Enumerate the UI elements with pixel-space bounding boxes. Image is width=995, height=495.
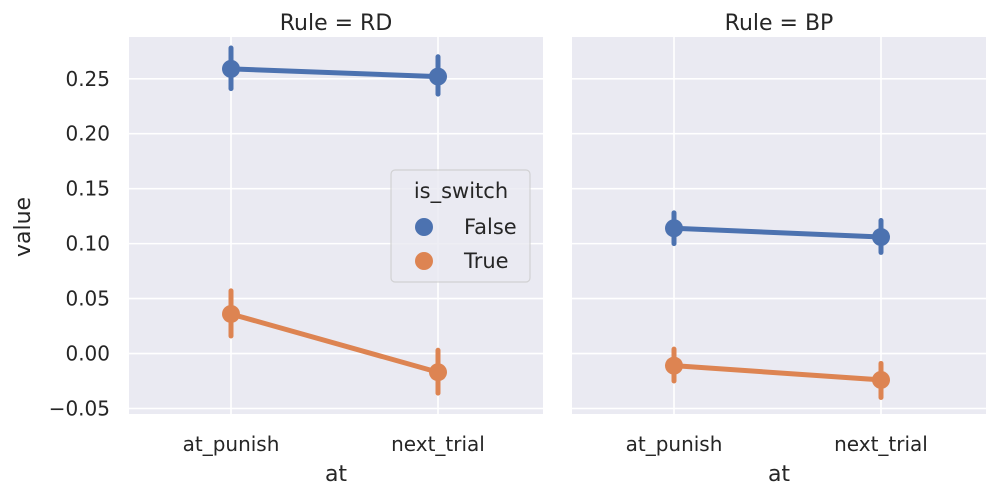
data-point-false — [222, 59, 240, 78]
y-axis-label: value — [11, 197, 36, 257]
data-point-true — [222, 304, 240, 323]
data-point-false — [429, 67, 447, 86]
legend-marker-false — [415, 218, 433, 236]
data-point-false — [665, 219, 683, 238]
legend: is_switch False True — [390, 169, 531, 283]
y-tick-label: 0.05 — [65, 287, 110, 311]
y-tick-label: −0.05 — [49, 397, 110, 421]
data-point-true — [429, 363, 447, 382]
x-tick-label: next_trial — [391, 432, 485, 456]
y-tick-label: 0.10 — [65, 232, 110, 256]
panel-background-bp — [572, 37, 986, 414]
facet-title-rd: Rule = RD — [280, 11, 393, 36]
x-tick-label: at_punish — [183, 432, 280, 456]
legend-label-true: True — [463, 249, 509, 273]
legend-title: is_switch — [414, 179, 508, 204]
legend-label-false: False — [464, 215, 517, 239]
data-point-false — [872, 228, 890, 247]
facet-title-bp: Rule = BP — [725, 11, 834, 36]
series-line-true — [671, 363, 884, 383]
x-axis-label-bp: at — [768, 462, 790, 487]
y-tick-label: 0.15 — [65, 177, 110, 201]
series-line-false — [671, 225, 884, 240]
data-point-true — [872, 370, 890, 389]
x-axis-label-rd: at — [325, 462, 347, 487]
x-tick-label: next_trial — [834, 432, 928, 456]
x-tick-label: at_punish — [626, 432, 723, 456]
series-line-false — [228, 66, 441, 80]
legend-marker-true — [415, 252, 433, 270]
y-tick-label: 0.20 — [65, 122, 110, 146]
data-point-true — [665, 356, 683, 375]
grid-layer — [129, 37, 986, 414]
y-tick-label: 0.00 — [65, 342, 110, 366]
text-layer: Rule = RD Rule = BP at at value at_punis… — [11, 11, 928, 487]
y-tick-label: 0.25 — [65, 67, 110, 91]
series-line-true — [228, 311, 441, 375]
series-layer — [222, 45, 890, 401]
